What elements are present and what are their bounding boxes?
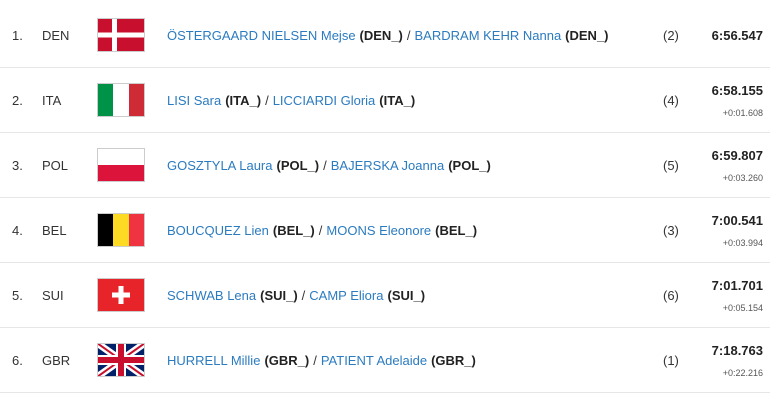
athlete-name[interactable]: LISI Sara: [167, 93, 222, 108]
nation: (GBR_): [431, 353, 476, 368]
result-row: 2. ITA LISI Sara (ITA_) / LICCIARDI Gloria (IT…: [0, 68, 770, 133]
time: 6:58.155: [711, 83, 763, 98]
result-row: 4. BEL BOUCQUEZ Lien (BEL_) / MOONS Eleonore(…: [0, 198, 770, 263]
flag: [97, 83, 145, 117]
rank: 2.: [12, 93, 23, 108]
athlete-name[interactable]: PATIENT Adelaide: [320, 353, 428, 368]
rank: 5.: [12, 288, 23, 303]
nation: (DEN_): [565, 28, 609, 43]
flag: [97, 18, 145, 52]
time-diff: +0:03.260: [722, 173, 763, 183]
athlete-name[interactable]: BAJERSKA Joanna: [330, 158, 445, 173]
flag: [94, 340, 148, 380]
athlete-name[interactable]: MOONS Eleonore: [326, 223, 432, 238]
separator: /: [318, 223, 323, 238]
nation: (POL_): [448, 158, 491, 173]
nation: (ITA_): [379, 93, 416, 108]
nation: (SUI_): [260, 288, 298, 303]
athlete-name[interactable]: LICCIARDI Gloria: [272, 93, 376, 108]
country-code: GBR: [42, 353, 71, 368]
result-row: 1. DEN ÖSTERGAARD NIELSEN Mejse (DEN_) / BARD…: [0, 3, 770, 68]
separator: /: [301, 288, 306, 303]
country-code: POL: [42, 158, 69, 173]
athlete-name[interactable]: GOSZTYLA Laura: [167, 158, 273, 173]
time-diff: +0:22.216: [722, 368, 763, 378]
athlete-name[interactable]: HURRELL Millie: [167, 353, 261, 368]
separator: /: [265, 93, 269, 108]
time: 7:18.763: [711, 343, 763, 358]
nation: (DEN_): [359, 28, 403, 43]
time: 7:01.701: [711, 278, 763, 293]
nation: (ITA_): [225, 93, 262, 108]
athlete-name[interactable]: SCHWAB Lena: [167, 288, 257, 303]
nation: (BEL_): [272, 223, 315, 238]
lane: (1): [663, 353, 679, 368]
time-diff: +0:05.154: [722, 303, 763, 313]
athlete-name[interactable]: BARDRAM KEHR Nanna: [414, 28, 562, 43]
crew-names: GOSZTYLA Laura (POL_) / BAJERSKA Joanna (POL…: [167, 158, 491, 173]
lane: (3): [663, 223, 679, 238]
result-row: 6. GBR HURRELL Millie (GBR_) / PATIENT Adelai…: [0, 328, 770, 393]
crew-names: HURRELL Millie (GBR_) / PATIENT Adelaide (GB…: [167, 353, 476, 368]
time-diff: +0:01.608: [722, 108, 763, 118]
nation: (BEL_): [435, 223, 478, 238]
athlete-name[interactable]: CAMP Eliora: [309, 288, 384, 303]
lane: (6): [663, 288, 679, 303]
crew-names: BOUCQUEZ Lien (BEL_) / MOONS Eleonore (BEL_): [167, 223, 477, 238]
athlete-name[interactable]: BOUCQUEZ Lien: [167, 223, 269, 238]
rank: 3.: [12, 158, 23, 173]
lane: (5): [663, 158, 679, 173]
rank: 6.: [12, 353, 23, 368]
nation: (POL_): [276, 158, 320, 173]
country-code: DEN: [42, 28, 70, 43]
crew-names: LISI Sara (ITA_) / LICCIARDI Gloria (ITA_): [167, 93, 415, 108]
rank: 1.: [12, 28, 23, 43]
time: 7:00.541: [711, 213, 763, 228]
country-code: BEL: [42, 223, 67, 238]
athlete-name[interactable]: ÖSTERGAARD NIELSEN Mejse: [167, 28, 356, 43]
lane: (2): [663, 28, 679, 43]
result-row: 3. POL GOSZTYLA Laura (POL_) / BAJERSKA Joann…: [0, 133, 770, 198]
crew-names: ÖSTERGAARD NIELSEN Mejse (DEN_) / BARDRAM K…: [167, 28, 609, 43]
flag: [97, 148, 145, 182]
flag: [97, 278, 145, 312]
country-code: SUI: [42, 288, 64, 303]
separator: /: [323, 158, 327, 173]
nation: (SUI_): [387, 288, 426, 303]
time: 6:59.807: [711, 148, 763, 163]
crew-names: SCHWAB Lena (SUI_) / CAMP Eliora (SUI_): [167, 288, 425, 303]
nation: (GBR_): [264, 353, 310, 368]
lane: (4): [663, 93, 679, 108]
flag: [97, 213, 145, 247]
separator: /: [406, 28, 411, 43]
country-code: ITA: [42, 93, 62, 108]
separator: /: [313, 353, 317, 368]
result-row: 5. SUI SCHWAB Lena (SUI_) / CAMP Eliora (SUI_)…: [0, 263, 770, 328]
rank: 4.: [12, 223, 23, 238]
time-diff: +0:03.994: [722, 238, 763, 248]
time: 6:56.547: [711, 28, 763, 43]
